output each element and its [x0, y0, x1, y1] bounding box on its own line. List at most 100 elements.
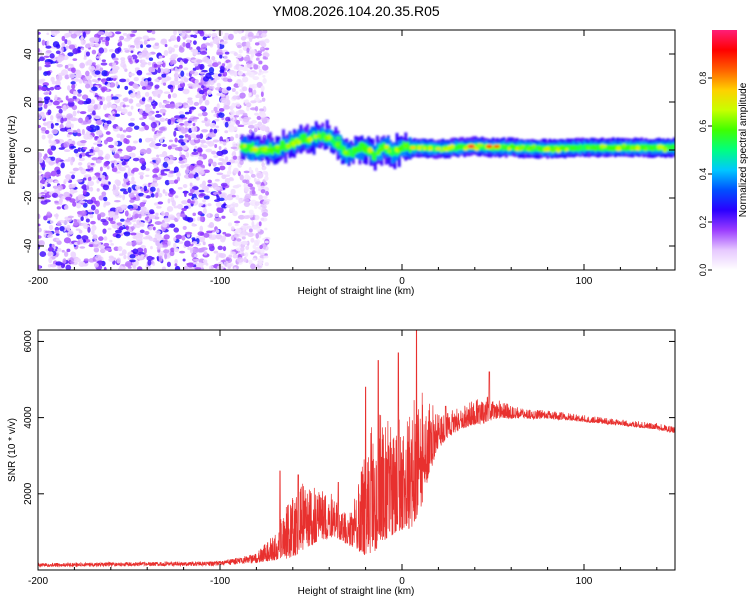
spectrogram-noise-speck [69, 256, 74, 261]
spectrogram-noise-speck [94, 95, 99, 98]
spectrogram-noise-speck [114, 229, 122, 234]
spectrogram-noise-speck [91, 49, 97, 55]
colorbar-tick-label: 0.8 [698, 72, 708, 85]
spectrogram-band-cell [279, 140, 283, 151]
colorbar-tick-label: 0.6 [698, 120, 708, 133]
spectrogram-noise-speck [174, 146, 181, 151]
spectrogram-noise-speck [45, 178, 54, 183]
colorbar-tick-label: 0.4 [698, 168, 708, 181]
spectrogram-noise-speck [110, 104, 117, 109]
spectrogram-noise-speck [262, 195, 268, 199]
spectrogram-noise-speck [115, 93, 121, 97]
spectrogram-band-cell [474, 143, 478, 150]
spectrogram-noise-speck [101, 70, 108, 77]
spectrogram-noise-speck [197, 211, 203, 216]
spectrogram-noise-speck [115, 81, 119, 87]
spectrogram-noise-speck [114, 31, 122, 35]
spectrogram-noise-speck [55, 113, 63, 120]
spectrogram-noise-speck [247, 124, 255, 129]
spectrogram-band-cell [651, 144, 655, 152]
spectrogram-noise-speck [115, 186, 120, 190]
spectrogram-band-dot [635, 145, 641, 151]
spectrogram-noise-speck [196, 160, 204, 166]
spectrogram-band-cell [319, 133, 323, 142]
spectrogram-band-cell [596, 144, 600, 151]
spectrogram-noise-speck [123, 231, 131, 237]
spectrogram-noise-speck [122, 194, 126, 201]
spectrogram-noise-speck [217, 245, 223, 251]
spectrogram-noise-speck [230, 251, 236, 255]
spectrogram-noise-speck [180, 142, 186, 146]
spectrogram-noise-speck [245, 30, 249, 36]
spectrogram-noise-speck [125, 126, 133, 133]
spectrogram-noise-speck [236, 238, 242, 242]
spectrogram-noise-speck [114, 171, 121, 174]
spectrogram-noise-speck [76, 234, 82, 240]
spectrogram-noise-speck [238, 49, 243, 54]
spectrogram-noise-speck [206, 190, 211, 194]
spectrogram-noise-speck [38, 113, 42, 120]
spectrogram-noise-speck [116, 105, 122, 112]
spectrogram-noise-speck [155, 240, 161, 247]
spectrogram-noise-speck [245, 102, 252, 108]
spectrogram-noise-speck [83, 56, 87, 60]
spectrogram-noise-speck [69, 171, 76, 174]
spectrogram-noise-speck [113, 214, 119, 219]
spectrogram-band-cell [614, 144, 617, 151]
spectrogram-band-cell [476, 143, 480, 151]
spectrogram-noise-speck [214, 186, 221, 191]
spectrogram-noise-speck [264, 262, 269, 267]
spectrogram-noise-speck [99, 174, 106, 179]
spectrogram-noise-speck [148, 116, 156, 121]
spectrogram-noise-speck [118, 226, 124, 231]
spectrogram-noise-speck [220, 97, 227, 104]
spectrogram-noise-speck [50, 145, 57, 151]
spectrogram-noise-speck [233, 267, 237, 270]
spectrogram-noise-speck [204, 42, 211, 46]
spectrogram-noise-speck [171, 144, 178, 148]
spectrogram-noise-speck [249, 85, 255, 89]
spectrogram-noise-speck [199, 193, 206, 197]
spectrogram-noise-speck [64, 33, 72, 36]
spectrogram-noise-speck [38, 66, 42, 71]
spectrogram-noise-speck [103, 124, 109, 131]
spectrogram-noise-speck [243, 170, 250, 174]
spectrogram-noise-speck [50, 170, 57, 177]
spectrogram-noise-speck [234, 241, 239, 247]
spectrogram-noise-speck [86, 199, 94, 205]
spectrogram-noise-speck [176, 102, 183, 107]
spectrogram-noise-speck [189, 188, 195, 193]
spectrogram-noise-speck [65, 264, 72, 270]
spectrogram-noise-speck [173, 242, 177, 249]
spectrogram-noise-speck [103, 196, 108, 202]
spectrogram-noise-speck [213, 250, 219, 254]
spectrogram-noise-speck [242, 76, 249, 83]
spectrogram-noise-speck [217, 42, 220, 50]
spectrogram-noise-speck [61, 69, 69, 76]
spectrogram-noise-speck [243, 56, 251, 62]
spectrogram-noise-speck [226, 263, 232, 267]
spectrogram-x-label: Height of straight line (km) [298, 286, 415, 297]
spectrogram-noise-speck [188, 100, 194, 106]
spectrogram-noise-speck [235, 63, 239, 70]
spectrogram-noise-speck [226, 170, 232, 175]
spectrogram-band-dot [517, 146, 523, 152]
spectrogram-noise-speck [132, 248, 139, 255]
spectrogram-band-dot [544, 146, 551, 152]
spectrogram-noise-speck [164, 191, 168, 197]
spectrogram-noise-speck [134, 41, 139, 46]
spectrogram-y-tick-label: 20 [23, 96, 34, 108]
spectrogram-noise-speck [54, 229, 60, 234]
spectrogram-band-dot [480, 143, 484, 147]
spectrogram-noise-speck [126, 241, 131, 246]
spectrogram-noise-speck [48, 224, 54, 231]
spectrogram-noise-speck [166, 261, 171, 268]
spectrogram-noise-speck [122, 104, 126, 108]
spectrogram-noise-speck [135, 103, 142, 107]
spectrogram-noise-speck [91, 157, 99, 161]
spectrogram-band-dot [662, 147, 668, 153]
spectrogram-noise-speck [58, 147, 65, 150]
spectrogram-noise-speck [235, 119, 241, 126]
colorbar-label: Normalized spectral amplitude [738, 82, 749, 217]
spectrogram-band-cell [672, 144, 675, 151]
